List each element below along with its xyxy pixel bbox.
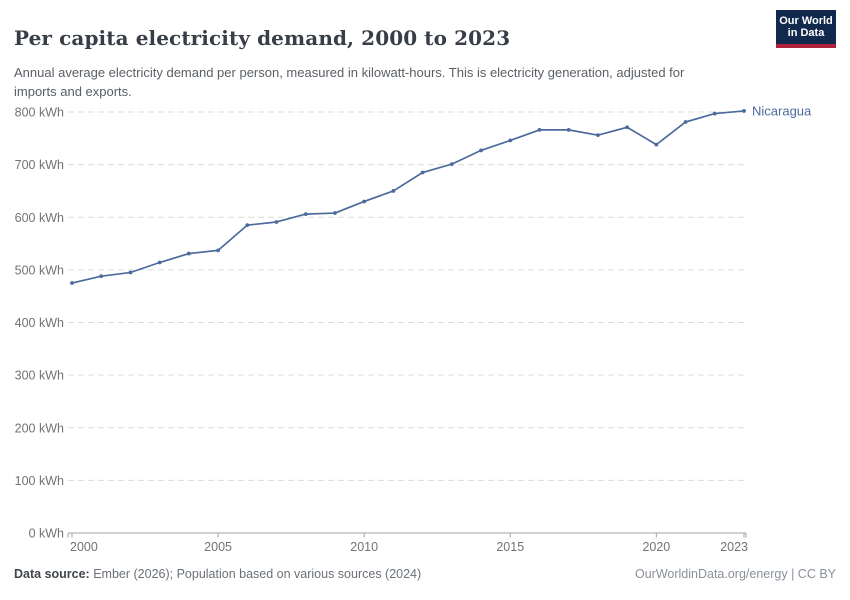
data-source-note: Data source: Ember (2026); Population ba… bbox=[14, 567, 421, 581]
y-tick-label: 400 kWh bbox=[15, 316, 64, 330]
data-point-2013[interactable] bbox=[449, 162, 454, 166]
x-tick-label: 2000 bbox=[70, 540, 98, 554]
data-point-2009[interactable] bbox=[333, 211, 337, 215]
data-point-2022[interactable] bbox=[712, 111, 717, 116]
credit-link[interactable]: OurWorldinData.org/energy | CC BY bbox=[634, 567, 836, 581]
y-tick-label: 500 kWh bbox=[15, 263, 64, 277]
data-point-2005[interactable] bbox=[216, 248, 220, 253]
data-point-2017[interactable] bbox=[566, 127, 571, 132]
x-tick-label: 2023 bbox=[720, 540, 748, 554]
x-tick-label: 2015 bbox=[496, 540, 524, 554]
y-tick-label: 600 kWh bbox=[15, 211, 64, 225]
y-tick-label: 100 kWh bbox=[15, 474, 64, 488]
data-point-2000[interactable] bbox=[70, 281, 74, 285]
series-end-label[interactable]: Nicaragua bbox=[752, 103, 812, 118]
data-point-2016[interactable] bbox=[537, 127, 542, 132]
data-point-2023[interactable] bbox=[742, 109, 746, 113]
x-tick-label: 2020 bbox=[642, 540, 670, 554]
owid-logo[interactable]: Our World in Data bbox=[776, 10, 836, 48]
data-point-2014[interactable] bbox=[479, 148, 483, 153]
x-tick-label: 2005 bbox=[204, 540, 232, 554]
data-point-2004[interactable] bbox=[186, 251, 191, 256]
data-point-2019[interactable] bbox=[625, 125, 630, 130]
data-point-2018[interactable] bbox=[596, 133, 600, 138]
y-tick-label: 700 kWh bbox=[15, 158, 64, 172]
y-tick-label: 0 kWh bbox=[29, 527, 64, 541]
data-point-2003[interactable] bbox=[157, 260, 162, 265]
data-point-2015[interactable] bbox=[508, 138, 513, 143]
owid-logo-line1: Our World bbox=[779, 14, 833, 27]
data-source-text: Ember (2026); Population based on variou… bbox=[89, 567, 422, 581]
data-point-2010[interactable] bbox=[362, 199, 367, 204]
x-tick-label: 2010 bbox=[350, 540, 378, 554]
data-point-2008[interactable] bbox=[303, 212, 308, 216]
data-point-2007[interactable] bbox=[274, 220, 279, 224]
data-source-label: Data source: bbox=[14, 567, 90, 581]
data-point-2021[interactable] bbox=[683, 120, 688, 124]
y-tick-label: 800 kWh bbox=[15, 106, 64, 120]
data-point-2006[interactable] bbox=[245, 223, 250, 228]
owid-logo-line2: in Data bbox=[787, 27, 825, 39]
chart-subtitle: Annual average electricity demand per pe… bbox=[14, 65, 685, 99]
y-tick-label: 300 kWh bbox=[15, 369, 64, 383]
series-line-Nicaragua bbox=[71, 110, 745, 284]
data-point-2020[interactable] bbox=[654, 142, 659, 147]
data-point-2012[interactable] bbox=[420, 170, 425, 175]
data-point-2002[interactable] bbox=[128, 270, 133, 275]
page-title: Per capita electricity demand, 2000 to 2… bbox=[14, 26, 511, 51]
data-point-2011[interactable] bbox=[391, 189, 396, 193]
y-tick-label: 200 kWh bbox=[15, 421, 64, 435]
data-point-2001[interactable] bbox=[99, 274, 104, 279]
